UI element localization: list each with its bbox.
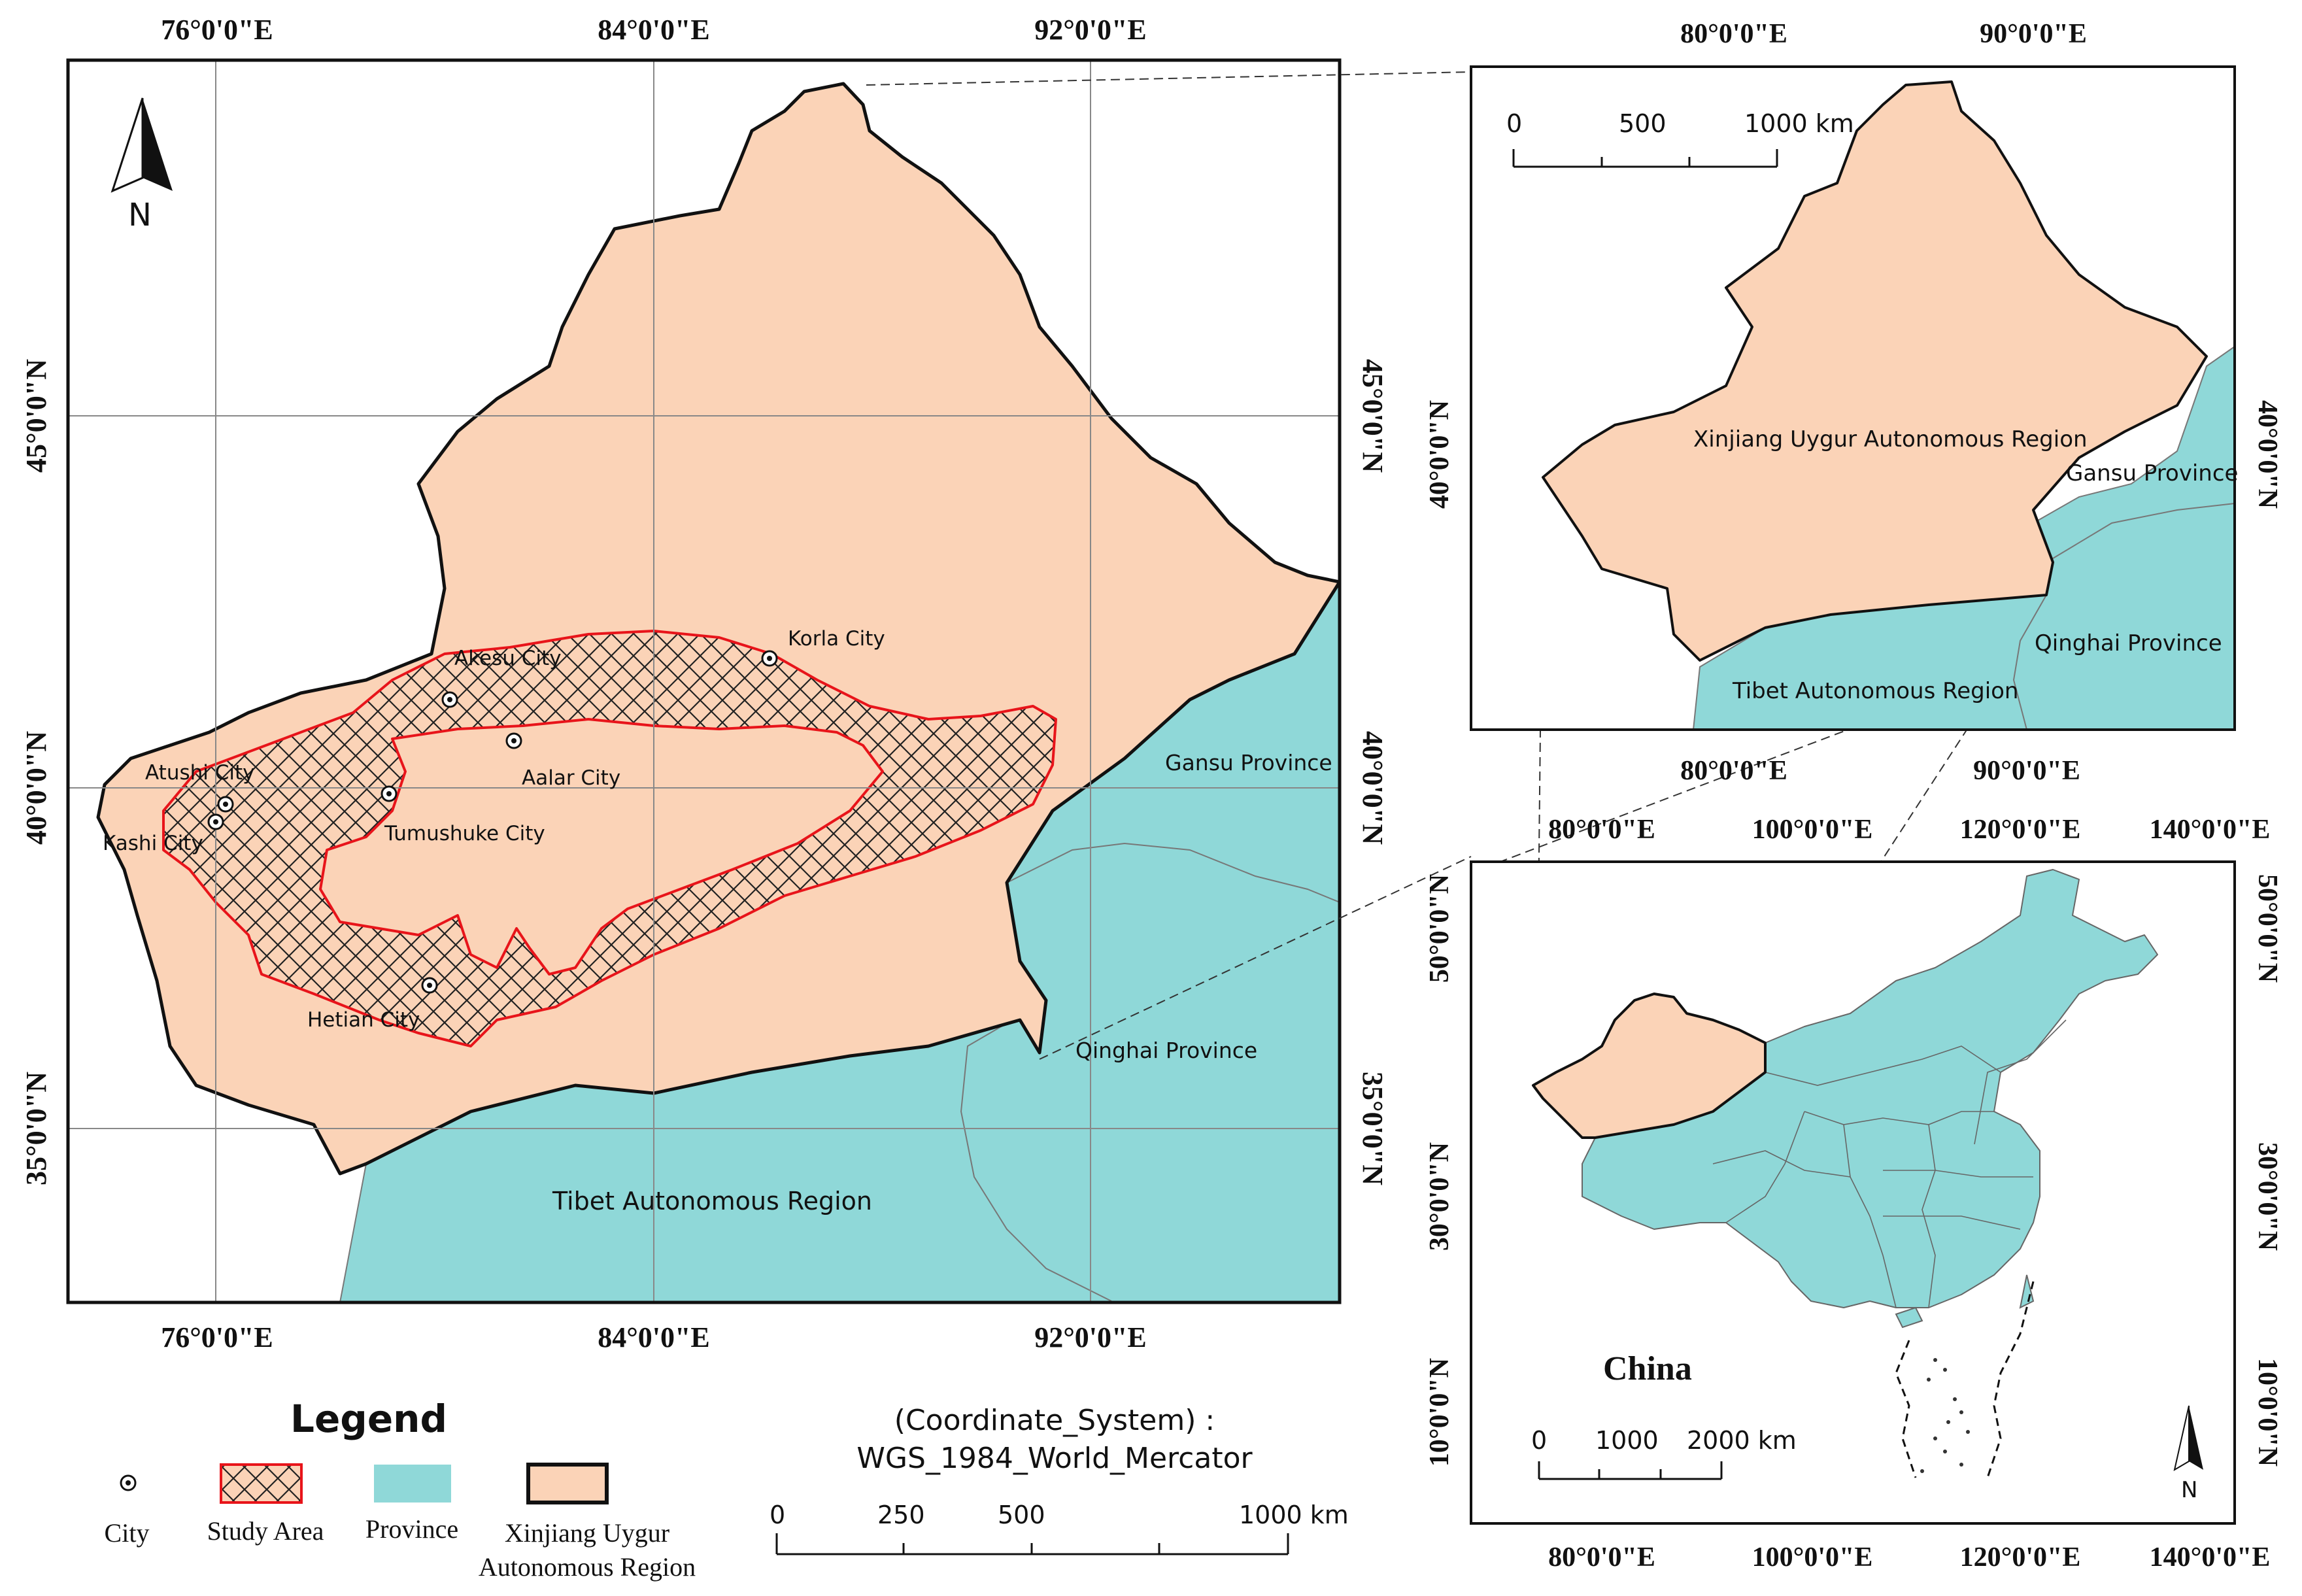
scale-tick: 1000 xyxy=(1595,1426,1659,1455)
legend-label-province: Province xyxy=(365,1514,458,1544)
inset-top-label-tibet: Tibet Autonomous Region xyxy=(1732,678,2018,704)
city-markers xyxy=(207,650,778,994)
inset-top-label-xinjiang: Xinjiang Uygur Autonomous Region xyxy=(1693,426,2088,452)
legend-city-symbol xyxy=(120,1474,137,1491)
legend: Legend City Study Area Province Xinjiang… xyxy=(105,1397,696,1582)
lat-label-left: 45°0'0"N xyxy=(20,359,52,473)
city-label-aalar: Aalar City xyxy=(522,766,620,790)
city-marker xyxy=(761,650,778,667)
legend-xinjiang-swatch xyxy=(526,1463,609,1504)
region-label-tibet: Tibet Autonomous Region xyxy=(552,1187,872,1215)
coordinate-system-line1: (Coordinate_System) : xyxy=(894,1404,1215,1437)
lon-label-bottom: 80°0'0"E xyxy=(1548,1542,1655,1572)
lon-label-top: 80°0'0"E xyxy=(1680,19,1787,49)
city-label-atushi: Atushi City xyxy=(145,761,255,785)
inset-top-label-qinghai: Qinghai Province xyxy=(2035,630,2222,656)
inset-top-scale-bar xyxy=(1512,149,1778,168)
city-label-akesu: Akesu City xyxy=(454,647,562,670)
lon-label-top: 140°0'0"E xyxy=(2150,815,2271,845)
xinjiang-region xyxy=(96,82,1340,1176)
scale-tick: 500 xyxy=(1619,109,1667,138)
north-label: N xyxy=(2181,1477,2197,1503)
lat-label-right: 30°0'0"N xyxy=(2252,1142,2282,1251)
lon-label-top: 92°0'0"E xyxy=(1034,14,1147,46)
legend-title: Legend xyxy=(290,1397,447,1441)
lon-label-bottom: 84°0'0"E xyxy=(598,1321,710,1353)
north-arrow: N xyxy=(110,97,173,233)
lat-label-right: 45°0'0"N xyxy=(1357,359,1389,473)
region-label-qinghai: Qinghai Province xyxy=(1075,1038,1257,1063)
province-border-tibet-qinghai xyxy=(960,1000,1112,1302)
inset-north-arrow: N xyxy=(2173,1405,2203,1503)
region-label-gansu: Gansu Province xyxy=(1165,750,1332,775)
city-label-tumushuke: Tumushuke City xyxy=(384,822,545,845)
lat-label-left: 40°0'0"N xyxy=(1425,400,1455,509)
lon-label-top: 90°0'0"E xyxy=(1980,19,2087,49)
graticule xyxy=(68,60,1340,1302)
inset-top-map: Xinjiang Uygur Autonomous Region Gansu P… xyxy=(1425,19,2282,786)
coordinate-system: (Coordinate_System) : WGS_1984_World_Mer… xyxy=(856,1404,1253,1475)
lon-label-bottom: 76°0'0"E xyxy=(161,1321,273,1353)
lat-label-right: 40°0'0"N xyxy=(2252,400,2282,509)
legend-label-xinjiang-line1: Xinjiang Uygur xyxy=(505,1518,669,1548)
lat-label-left: 10°0'0"N xyxy=(1425,1358,1455,1467)
lat-label-left: 35°0'0"N xyxy=(20,1072,52,1185)
legend-label-xinjiang-line2: Autonomous Region xyxy=(479,1552,696,1582)
lon-label-bottom: 140°0'0"E xyxy=(2150,1542,2271,1572)
city-label-korla: Korla City xyxy=(788,627,885,651)
province-border-qinghai xyxy=(1006,842,1340,903)
lon-label-top: 76°0'0"E xyxy=(161,14,273,46)
inset-top-label-gansu: Gansu Province xyxy=(2066,460,2238,486)
china-provinces xyxy=(1582,869,2158,1308)
lat-label-right: 35°0'0"N xyxy=(1357,1072,1389,1185)
city-marker xyxy=(505,732,522,749)
city-marker xyxy=(207,813,224,830)
legend-study-area-swatch xyxy=(220,1463,303,1504)
city-marker xyxy=(421,977,438,994)
lat-label-left: 40°0'0"N xyxy=(20,731,52,845)
main-map: Korla City Akesu City Atushi City Aalar … xyxy=(20,14,1389,1353)
study-area xyxy=(162,630,1057,1047)
lon-label-top: 80°0'0"E xyxy=(1548,815,1655,845)
inset-bottom-scale-bar xyxy=(1538,1461,1723,1480)
lat-label-right: 50°0'0"N xyxy=(2252,874,2282,983)
lon-label-top: 120°0'0"E xyxy=(1960,815,2081,845)
lon-label-bottom: 92°0'0"E xyxy=(1034,1321,1147,1353)
city-marker xyxy=(217,796,234,813)
coordinate-system-line2: WGS_1984_World_Mercator xyxy=(856,1442,1253,1475)
lon-label-bottom: 80°0'0"E xyxy=(1680,756,1787,786)
main-scale-bar xyxy=(775,1533,1289,1555)
scale-tick: 250 xyxy=(877,1501,925,1529)
legend-label-study-area: Study Area xyxy=(207,1516,324,1546)
xinjiang-region xyxy=(1542,80,2208,662)
lon-label-top: 84°0'0"E xyxy=(598,14,710,46)
lat-label-left: 30°0'0"N xyxy=(1425,1142,1455,1251)
xinjiang-region xyxy=(1532,993,1767,1139)
city-label-hetian: Hetian City xyxy=(307,1008,420,1032)
scale-tick: 500 xyxy=(998,1501,1045,1529)
legend-label-city: City xyxy=(105,1518,150,1548)
city-label-kashi: Kashi City xyxy=(103,832,203,855)
legend-province-swatch xyxy=(374,1465,451,1503)
scale-tick: 2000 km xyxy=(1687,1426,1797,1455)
north-label: N xyxy=(128,197,152,233)
scale-tick: 1000 km xyxy=(1239,1501,1349,1529)
city-marker xyxy=(441,691,458,708)
scale-tick: 0 xyxy=(770,1501,785,1529)
scale-tick: 0 xyxy=(1531,1426,1547,1455)
lon-label-bottom: 120°0'0"E xyxy=(1960,1542,2081,1572)
inset-bottom-map: China 0 1000 2000 km N 80°0'0"E 100°0'0"… xyxy=(1425,815,2282,1572)
scale-tick: 0 xyxy=(1506,109,1522,138)
lat-label-right: 10°0'0"N xyxy=(2252,1358,2282,1467)
lon-label-bottom: 100°0'0"E xyxy=(1752,1542,1873,1572)
city-marker xyxy=(381,785,398,802)
lon-label-top: 100°0'0"E xyxy=(1752,815,1873,845)
lon-label-bottom: 90°0'0"E xyxy=(1973,756,2080,786)
lat-label-right: 40°0'0"N xyxy=(1357,731,1389,845)
country-label: China xyxy=(1603,1350,1692,1387)
scale-tick: 1000 km xyxy=(1744,109,1854,138)
lat-label-left: 50°0'0"N xyxy=(1425,874,1455,983)
